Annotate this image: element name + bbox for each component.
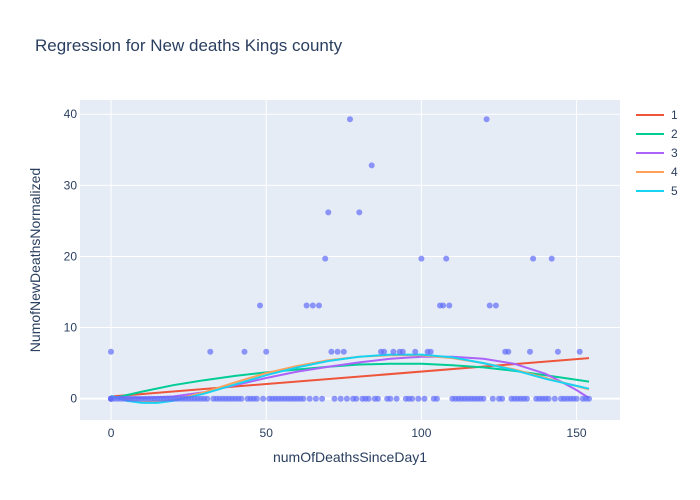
scatter-point: [331, 395, 338, 402]
x-tick-label: 100: [411, 426, 431, 440]
scatter-point: [586, 395, 592, 402]
scatter-point: [312, 395, 319, 402]
scatter-point: [390, 348, 397, 355]
legend-item-4[interactable]: 4: [636, 165, 678, 179]
legend[interactable]: 1 2 3 4 5: [636, 108, 678, 198]
legend-label: 2: [671, 127, 678, 141]
scatter-point: [409, 395, 416, 402]
legend-item-1[interactable]: 1: [636, 108, 678, 122]
scatter-point: [381, 348, 388, 355]
tick-labels: 0 50 100 150 0 10 20 30 40: [64, 107, 587, 440]
legend-label: 4: [671, 165, 678, 179]
x-axis-title: numOfDeathsSinceDay1: [273, 449, 427, 465]
scatter-point: [427, 348, 434, 355]
scatter-point: [499, 395, 506, 402]
scatter-point: [260, 395, 267, 402]
scatter-point: [253, 395, 260, 402]
scatter-point: [412, 348, 419, 355]
scatter-point: [356, 209, 363, 216]
scatter-point: [440, 302, 447, 309]
scatter-point: [300, 395, 307, 402]
legend-item-5[interactable]: 5: [636, 184, 678, 198]
plot-area: [80, 100, 620, 420]
scatter-point: [347, 116, 353, 123]
scatter-point: [480, 395, 487, 402]
legend-item-3[interactable]: 3: [636, 146, 678, 160]
scatter-point: [573, 395, 580, 402]
y-tick-label: 40: [64, 107, 78, 121]
y-tick-label: 20: [64, 249, 78, 263]
scatter-point: [303, 302, 310, 309]
scatter-point: [328, 348, 335, 355]
scatter-point: [527, 348, 533, 355]
scatter-point: [207, 348, 214, 355]
y-tick-label: 30: [64, 178, 78, 192]
scatter-point: [316, 302, 322, 309]
scatter-point: [489, 395, 496, 402]
scatter-point: [554, 348, 561, 355]
scatter-point: [387, 395, 394, 402]
scatter-point: [257, 302, 263, 309]
scatter-point: [483, 116, 490, 123]
scatter-point: [108, 348, 114, 355]
legend-item-2[interactable]: 2: [636, 127, 678, 141]
scatter-point: [365, 395, 372, 402]
legend-label: 5: [671, 184, 678, 198]
scatter-point: [238, 395, 245, 402]
scatter-point: [545, 395, 552, 402]
scatter-point: [530, 255, 537, 262]
scatter-point: [576, 348, 583, 355]
regression-line-1: [110, 357, 590, 398]
scatter-point: [322, 255, 329, 262]
scatter-point: [443, 255, 450, 262]
legend-label: 1: [671, 108, 678, 122]
scatter-point: [393, 395, 400, 402]
scatter-point: [353, 395, 360, 402]
scatter-point: [204, 395, 211, 402]
scatter-point: [334, 348, 341, 355]
scatter-point: [340, 348, 347, 355]
scatter-point: [551, 395, 558, 402]
scatter-points: [108, 116, 592, 402]
scatter-point: [325, 209, 332, 216]
x-tick-label: 150: [567, 426, 587, 440]
legend-label: 3: [671, 146, 678, 160]
scatter-point: [446, 302, 453, 309]
y-tick-label: 10: [64, 321, 78, 335]
chart-title: Regression for New deaths Kings county: [35, 36, 343, 55]
scatter-point: [337, 395, 344, 402]
scatter-point: [343, 395, 350, 402]
scatter-point: [486, 302, 493, 309]
scatter-point: [263, 348, 270, 355]
scatter-point: [309, 302, 316, 309]
scatter-point: [415, 395, 422, 402]
scatter-point: [548, 255, 555, 262]
scatter-point: [374, 395, 381, 402]
scatter-point: [418, 255, 425, 262]
scatter-point: [523, 395, 530, 402]
scatter-point: [492, 302, 499, 309]
scatter-point: [505, 348, 512, 355]
regression-line-2: [110, 362, 590, 400]
x-tick-label: 50: [260, 426, 274, 440]
scatter-point: [399, 348, 406, 355]
x-tick-label: 0: [108, 426, 115, 440]
scatter-point: [421, 395, 428, 402]
scatter-point: [306, 395, 313, 402]
scatter-point: [241, 348, 248, 355]
regression-line-5: [110, 353, 590, 404]
y-axis-title: NumofNewDeathsNormalized: [27, 168, 43, 352]
scatter-point: [319, 395, 326, 402]
scatter-point: [433, 395, 440, 402]
scatter-point: [368, 162, 375, 169]
y-tick-label: 0: [70, 392, 77, 406]
